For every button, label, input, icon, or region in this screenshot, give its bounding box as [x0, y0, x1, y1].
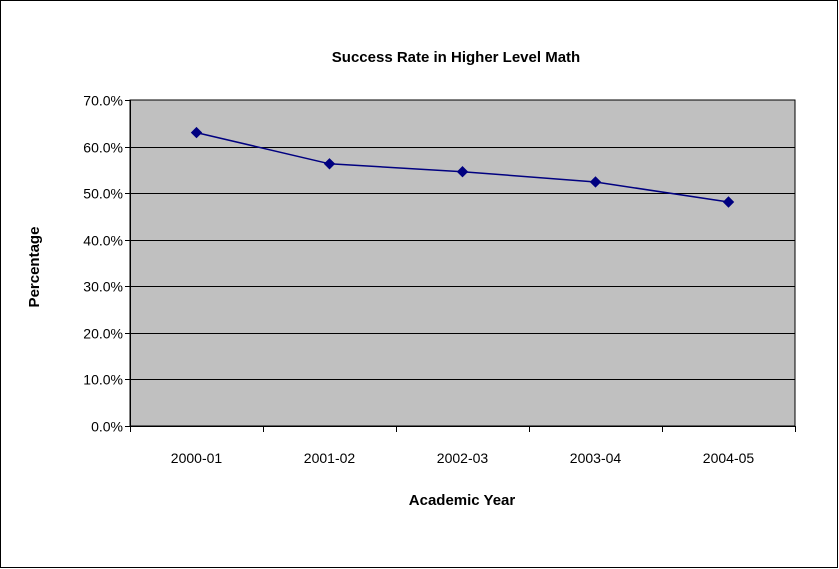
- x-tick-label: 2003-04: [570, 450, 622, 466]
- y-tick-label: 30.0%: [83, 279, 123, 295]
- x-tick-label: 2001-02: [304, 450, 356, 466]
- y-axis-title: Percentage: [26, 227, 43, 308]
- data-series: [190, 126, 735, 208]
- y-axis: 0.0% 10.0% 20.0% 30.0% 40.0% 50.0% 60.0% 70.0%: [83, 93, 131, 435]
- x-tick-label: 2000-01: [171, 450, 223, 466]
- x-axis: 2000-01 2001-02 2002-03 2003-04 2004-05: [130, 426, 796, 466]
- y-tick-label: 50.0%: [83, 186, 123, 202]
- x-tick-label: 2002-03: [437, 450, 489, 466]
- data-point-marker: [323, 158, 336, 170]
- chart-title: Success Rate in Higher Level Math: [332, 49, 580, 66]
- data-point-marker: [722, 196, 735, 208]
- plot-area: [129, 99, 796, 427]
- x-tick-label: 2004-05: [703, 450, 755, 466]
- data-point-marker: [589, 176, 602, 188]
- y-tick-label: 0.0%: [91, 419, 123, 435]
- y-tick-label: 20.0%: [83, 326, 123, 342]
- data-point-marker: [456, 166, 469, 178]
- y-tick-label: 40.0%: [83, 233, 123, 249]
- y-tick-label: 70.0%: [83, 93, 123, 109]
- y-tick-label: 60.0%: [83, 140, 123, 156]
- gridlines: [130, 147, 795, 380]
- data-point-marker: [190, 126, 203, 139]
- y-tick-label: 10.0%: [83, 372, 123, 388]
- x-axis-title: Academic Year: [409, 492, 516, 509]
